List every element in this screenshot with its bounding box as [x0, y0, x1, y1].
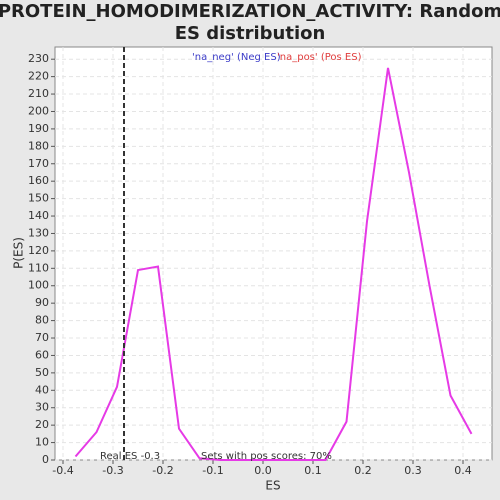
y-tick-label: 80 [35, 314, 49, 327]
y-tick-label: 90 [35, 296, 49, 309]
y-axis-label: P(ES) [12, 237, 26, 269]
x-tick-label: 0.2 [354, 464, 372, 477]
y-tick-label: 50 [35, 366, 49, 379]
y-tick-label: 170 [28, 157, 49, 170]
x-tick-label: -0.1 [202, 464, 223, 477]
y-tick-label: 180 [28, 139, 49, 152]
y-tick-label: 20 [35, 418, 49, 431]
y-tick-label: 190 [28, 122, 49, 135]
legend-label: 'na_neg' (Neg ES) [192, 52, 281, 63]
x-tick-label: -0.2 [152, 464, 173, 477]
y-tick-label: 110 [28, 261, 49, 274]
plot-area [54, 46, 493, 461]
y-tick-label: 230 [28, 52, 49, 65]
y-tick-label: 200 [28, 104, 49, 117]
y-tick-label: 120 [28, 244, 49, 257]
y-tick-label: 30 [35, 401, 49, 414]
line [74, 67, 473, 461]
x-tick-label: -0.3 [102, 464, 123, 477]
chart-title: ES distribution [175, 23, 326, 44]
chart-title: PROTEIN_HOMODIMERIZATION_ACTIVITY: Rando… [0, 1, 500, 22]
y-tick-label: 210 [28, 87, 49, 100]
x-tick-label: 0.4 [454, 464, 472, 477]
y-tick-label: 70 [35, 331, 49, 344]
y-tick-label: 130 [28, 226, 49, 239]
x-axis-label: ES [265, 479, 280, 493]
y-tick-label: 10 [35, 436, 49, 449]
x-tick-label: 0.1 [304, 464, 322, 477]
x-tick-label: -0.4 [52, 464, 73, 477]
real-es-label: Real ES -0.3 [100, 451, 160, 462]
y-tick-label: 140 [28, 209, 49, 222]
y-tick-label: 0 [42, 453, 49, 466]
y-tick-label: 150 [28, 192, 49, 205]
x-tick-label: 0.0 [254, 464, 272, 477]
y-tick-label: 160 [28, 174, 49, 187]
legend-label: 'na_pos' (Pos ES) [277, 52, 362, 63]
y-tick-label: 100 [28, 279, 49, 292]
annotation: Sets with pos scores: 70% [201, 451, 332, 462]
y-tick-label: 60 [35, 348, 49, 361]
x-tick-label: 0.3 [404, 464, 422, 477]
y-tick-label: 220 [28, 70, 49, 83]
y-tick-label: 40 [35, 383, 49, 396]
